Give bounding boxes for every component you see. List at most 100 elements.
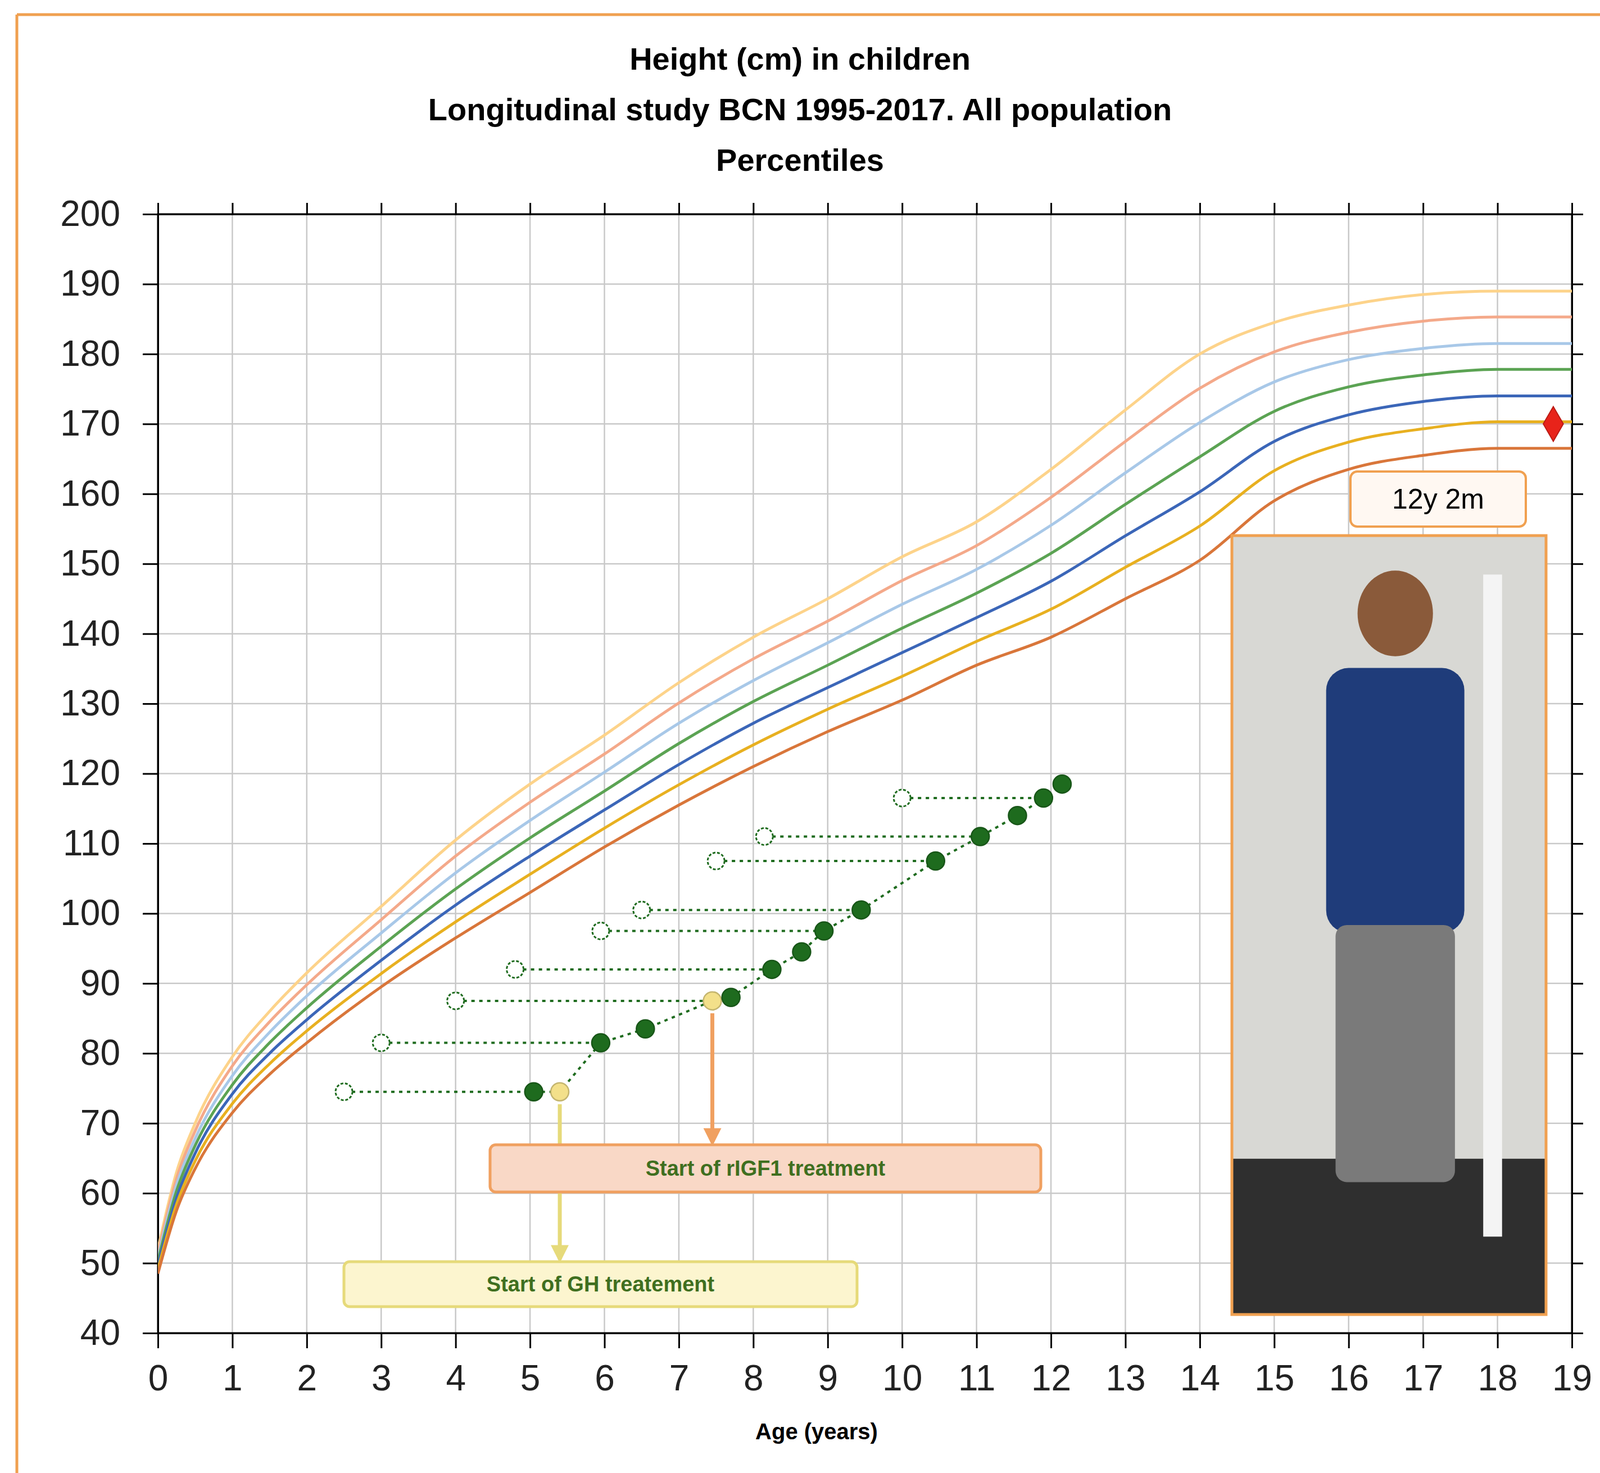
photo-stadiometer [1483,574,1503,1237]
marker [550,1082,569,1101]
marker [703,991,722,1010]
tick-mark [678,1333,681,1349]
tick: 6 [594,1333,615,1399]
tick: 40 [80,1312,158,1353]
tick-mark [529,1333,532,1349]
grid-line-y [157,423,1572,425]
tick-mark [1199,1333,1201,1349]
tick [1571,1263,1584,1264]
plot-frame [157,214,1572,1334]
tick-label: 80 [80,1032,121,1073]
height-age-point [335,1083,353,1101]
tick [604,202,606,215]
tick [753,202,754,215]
tick [1571,354,1584,355]
photo-frame [1231,535,1547,1315]
marker [524,1082,543,1101]
tick-mark [157,202,160,215]
height-age-point [506,961,524,978]
series [157,343,1572,1258]
series-line [157,343,1572,1258]
tick-mark [142,423,158,425]
tick-label: 14 [1180,1357,1221,1399]
tick-label: 130 [60,682,121,724]
tick-mark [142,1052,158,1055]
tick: 140 [60,613,158,654]
tick-mark [142,1192,158,1195]
tick-label: 19 [1552,1357,1593,1399]
tick [1571,1053,1584,1054]
height-age-connector [641,908,862,911]
marker [792,943,811,962]
tick-label: 17 [1403,1357,1444,1399]
tick-label: 9 [817,1357,838,1399]
tick-mark [1571,1192,1584,1195]
series [157,396,1572,1266]
tick-mark [142,703,158,705]
annotation-arrow [710,1013,715,1143]
tick-mark [1050,1333,1053,1349]
tick: 160 [60,473,158,514]
x-axis-top-line [158,213,1573,216]
tick [1199,202,1201,215]
tick [1571,983,1584,985]
x-axis-title: Age (years) [755,1419,878,1444]
tick [1050,202,1052,215]
height-age-point [372,1034,390,1052]
tick-mark [1571,1333,1574,1349]
tick: 60 [80,1172,158,1213]
tick: 13 [1105,1333,1146,1399]
tick-mark [1571,1122,1584,1125]
y-axis: 4050607080901001101201301401501601701801… [60,193,158,1353]
marker [1034,789,1053,808]
tick-mark [1571,842,1584,845]
tick: 16 [1329,1333,1370,1399]
grid [157,214,1572,1334]
figure-frame [16,13,1600,17]
tick-label: 18 [1477,1357,1518,1399]
tick [1422,202,1424,215]
tick: 50 [80,1242,158,1284]
tick-label: 0 [148,1357,169,1399]
series-line [157,369,1572,1262]
tick: 130 [60,682,158,724]
tick [827,202,829,215]
tick [1571,1123,1584,1124]
annotation-text: Start of GH treatement [486,1272,715,1296]
tick: 120 [60,752,158,793]
tick: 70 [80,1102,158,1144]
x-axis-line [158,1332,1573,1335]
grid-line-y [157,213,1572,216]
series-line [533,783,1063,1092]
tick-mark [1571,493,1584,496]
tick-label: 60 [80,1172,121,1213]
tick-label: 140 [60,613,121,654]
series-line [157,316,1572,1254]
tick: 4 [445,1333,466,1399]
tick-mark [142,353,158,356]
tick-label: 40 [80,1312,121,1353]
tick [1571,423,1584,425]
tick [1571,633,1584,635]
tick-mark [380,202,383,215]
tick-mark [380,1333,383,1349]
tick-mark [455,202,457,215]
series-line [157,291,1572,1250]
height-age-connector [455,999,713,1003]
tick-mark [1273,1333,1276,1349]
height-age-connector [715,859,936,863]
tick: 19 [1552,1333,1593,1399]
tick-mark [306,202,308,215]
tick [455,202,457,215]
tick: 7 [669,1333,690,1399]
tick-mark [1571,423,1584,425]
tick: 9 [817,1333,838,1399]
tick-mark [1124,1333,1127,1349]
annotation-box [490,1144,1041,1192]
height-age-connector [902,796,1044,800]
tick-label: 190 [60,263,121,304]
photo [1231,535,1547,1315]
tick: 180 [60,333,158,374]
tick-label: 11 [958,1357,996,1399]
annotation-text: Start of rIGF1 treatment [645,1156,886,1181]
